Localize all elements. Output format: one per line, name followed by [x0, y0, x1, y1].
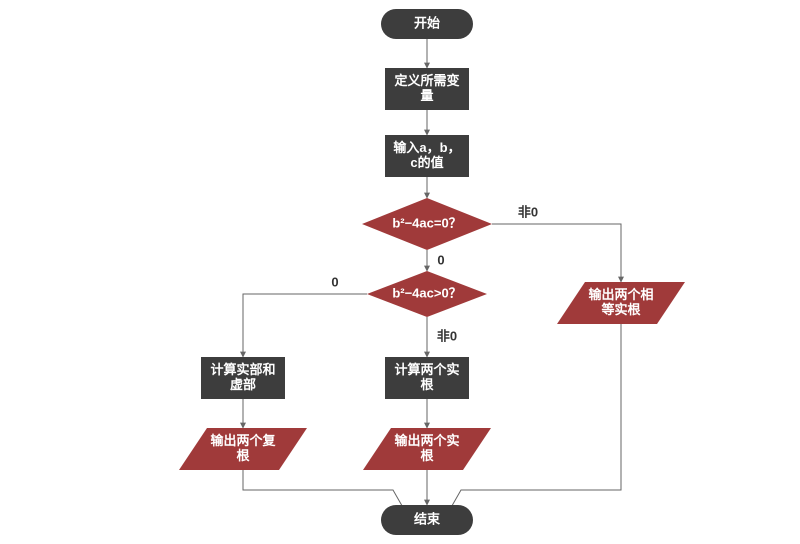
edge-label-4: 非0 — [518, 204, 538, 219]
node-label: 量 — [420, 88, 433, 103]
node-label: 虚部 — [230, 377, 256, 392]
node-label: 根 — [420, 377, 434, 392]
edge-11 — [449, 324, 621, 511]
process-input: 输入a，b，c的值 — [385, 135, 469, 177]
edge-label-5: 非0 — [437, 328, 457, 343]
io-ioCx: 输出两个复根 — [179, 428, 307, 470]
node-label: 输出两个实 — [394, 433, 459, 448]
io-ioEq: 输出两个相等实根 — [557, 282, 685, 324]
node-label: b²−4ac=0？ — [392, 215, 461, 230]
node-label: 结束 — [414, 511, 441, 526]
node-label: 输入a，b， — [393, 140, 460, 155]
edge-6 — [243, 294, 367, 357]
node-label: 计算实部和 — [210, 362, 275, 377]
flowchart: 0非0非00 开始定义所需变量输入a，b，c的值b²−4ac=0？b²−4ac>… — [0, 0, 800, 544]
process-calcRe: 计算两个实根 — [385, 357, 469, 399]
node-label: 定义所需变 — [393, 73, 459, 88]
node-label: 计算两个实 — [394, 362, 459, 377]
node-label: 根 — [420, 448, 434, 463]
process-calcCx: 计算实部和虚部 — [201, 357, 285, 399]
node-label: b²−4ac>0？ — [392, 285, 461, 300]
decision-dec2: b²−4ac>0？ — [367, 271, 487, 317]
node-label: c的值 — [410, 155, 443, 170]
terminal-end: 结束 — [381, 505, 473, 535]
edge-4 — [492, 224, 621, 282]
edge-label-3: 0 — [437, 252, 444, 267]
terminal-start: 开始 — [381, 9, 473, 39]
edge-label-6: 0 — [331, 274, 338, 289]
node-label: 输出两个复 — [210, 433, 276, 448]
node-label: 输出两个相 — [588, 287, 653, 302]
node-label: 开始 — [414, 15, 440, 30]
edge-10 — [243, 470, 405, 511]
node-label: 根 — [236, 448, 250, 463]
node-label: 等实根 — [600, 302, 641, 317]
io-ioRe: 输出两个实根 — [363, 428, 491, 470]
process-defvar: 定义所需变量 — [385, 68, 469, 110]
decision-dec1: b²−4ac=0？ — [362, 198, 492, 250]
